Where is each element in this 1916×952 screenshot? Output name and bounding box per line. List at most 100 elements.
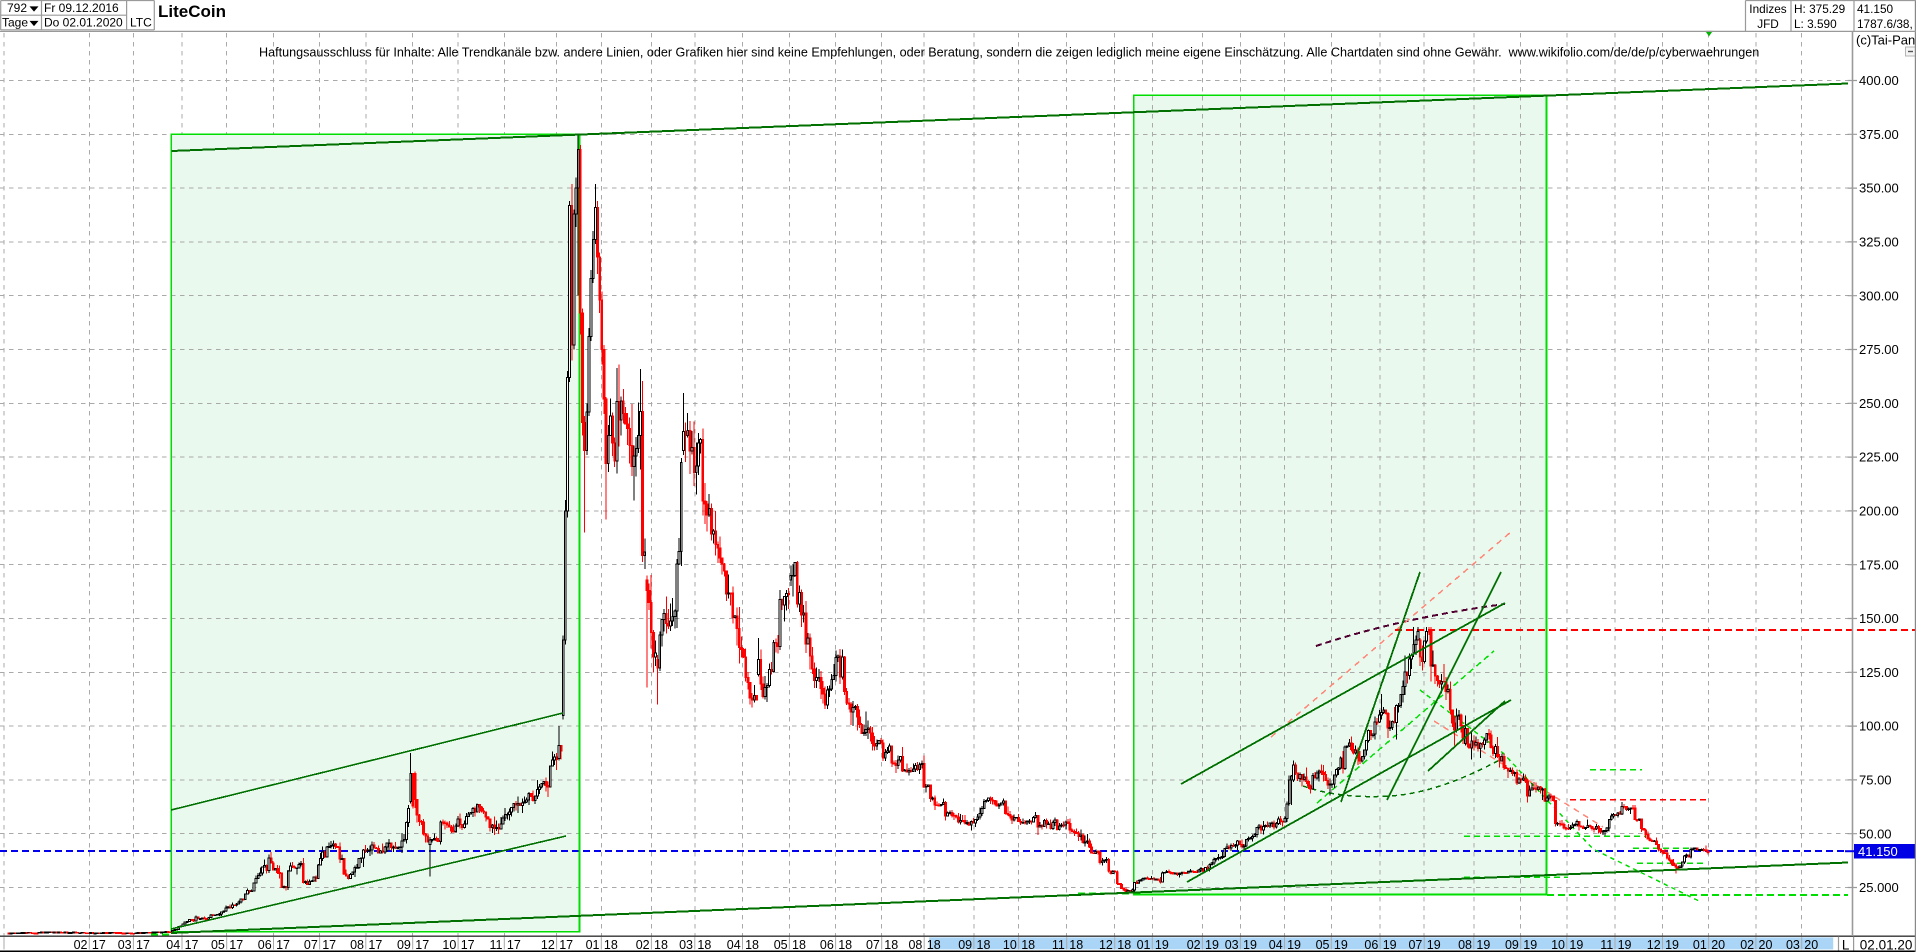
svg-text:19: 19: [1427, 938, 1441, 952]
svg-text:17: 17: [559, 938, 573, 952]
svg-text:02: 02: [1740, 938, 1754, 952]
svg-text:19: 19: [1334, 938, 1348, 952]
svg-text:LiteCoin: LiteCoin: [158, 2, 226, 21]
svg-text:Fr 09.12.2016: Fr 09.12.2016: [44, 1, 119, 15]
svg-text:250.00: 250.00: [1859, 396, 1899, 411]
svg-text:375.00: 375.00: [1859, 127, 1899, 142]
svg-text:18: 18: [792, 938, 806, 952]
svg-text:41.150: 41.150: [1858, 844, 1898, 859]
svg-text:50.00: 50.00: [1859, 826, 1892, 841]
svg-text:10: 10: [1551, 938, 1565, 952]
svg-text:04: 04: [727, 938, 741, 952]
svg-text:17: 17: [185, 938, 199, 952]
svg-text:175.00: 175.00: [1859, 557, 1899, 572]
svg-text:02.01.20: 02.01.20: [1860, 938, 1913, 952]
svg-text:06: 06: [258, 938, 272, 952]
svg-text:05: 05: [774, 938, 788, 952]
svg-text:17: 17: [368, 938, 382, 952]
svg-text:06: 06: [820, 938, 834, 952]
svg-text:350.00: 350.00: [1859, 181, 1899, 196]
svg-text:19: 19: [1243, 938, 1257, 952]
svg-text:10: 10: [442, 938, 456, 952]
svg-text:03: 03: [118, 938, 132, 952]
svg-text:03: 03: [679, 938, 693, 952]
svg-text:01: 01: [1137, 938, 1151, 952]
svg-text:L: 3.590: L: 3.590: [1794, 17, 1837, 31]
svg-text:07: 07: [1408, 938, 1422, 952]
svg-text:200.00: 200.00: [1859, 504, 1899, 519]
svg-text:125.00: 125.00: [1859, 665, 1899, 680]
svg-text:792: 792: [7, 1, 27, 15]
svg-text:17: 17: [92, 938, 106, 952]
svg-text:08: 08: [1458, 938, 1472, 952]
svg-text:20: 20: [1804, 938, 1818, 952]
svg-text:19: 19: [1476, 938, 1490, 952]
svg-text:09: 09: [397, 938, 411, 952]
svg-text:04: 04: [166, 938, 180, 952]
svg-text:Do 02.01.2020: Do 02.01.2020: [44, 16, 123, 30]
svg-text:225.00: 225.00: [1859, 450, 1899, 465]
svg-text:(c)Tai-Pan: (c)Tai-Pan: [1856, 33, 1915, 48]
svg-text:41.150: 41.150: [1857, 2, 1894, 16]
svg-text:01: 01: [1693, 938, 1707, 952]
svg-text:1787.6/38,: 1787.6/38,: [1857, 17, 1913, 31]
svg-text:03: 03: [1786, 938, 1800, 952]
svg-text:20: 20: [1711, 938, 1725, 952]
svg-text:19: 19: [1618, 938, 1632, 952]
svg-text:19: 19: [1523, 938, 1537, 952]
svg-text:18: 18: [745, 938, 759, 952]
svg-text:18: 18: [838, 938, 852, 952]
svg-text:JFD: JFD: [1757, 17, 1779, 31]
svg-text:300.00: 300.00: [1859, 288, 1899, 303]
svg-text:17: 17: [136, 938, 150, 952]
svg-text:19: 19: [1287, 938, 1301, 952]
svg-text:04: 04: [1269, 938, 1283, 952]
svg-text:05: 05: [1316, 938, 1330, 952]
svg-text:17: 17: [322, 938, 336, 952]
svg-text:Haftungsausschluss für Inhalte: Haftungsausschluss für Inhalte: Alle Tre…: [259, 46, 1759, 60]
svg-text:25.000: 25.000: [1859, 880, 1899, 895]
svg-text:18: 18: [1021, 938, 1035, 952]
svg-text:18: 18: [604, 938, 618, 952]
svg-text:275.00: 275.00: [1859, 342, 1899, 357]
svg-text:LTC: LTC: [130, 16, 152, 30]
svg-text:75.00: 75.00: [1859, 773, 1892, 788]
svg-text:18: 18: [884, 938, 898, 952]
svg-text:09: 09: [958, 938, 972, 952]
svg-text:325.00: 325.00: [1859, 235, 1899, 250]
svg-text:11: 11: [1600, 938, 1613, 952]
svg-text:H: 375.29: H: 375.29: [1794, 2, 1845, 16]
svg-text:08: 08: [350, 938, 364, 952]
svg-text:02: 02: [1187, 938, 1201, 952]
svg-text:10: 10: [1003, 938, 1017, 952]
svg-text:12: 12: [541, 938, 555, 952]
svg-text:07: 07: [866, 938, 880, 952]
svg-text:17: 17: [276, 938, 290, 952]
svg-text:19: 19: [1155, 938, 1169, 952]
svg-text:11: 11: [490, 938, 503, 952]
svg-text:18: 18: [977, 938, 991, 952]
svg-text:Tage: Tage: [2, 16, 28, 30]
svg-text:19: 19: [1205, 938, 1219, 952]
svg-text:19: 19: [1569, 938, 1583, 952]
svg-text:05: 05: [211, 938, 225, 952]
svg-text:08: 08: [908, 938, 922, 952]
svg-text:150.00: 150.00: [1859, 611, 1899, 626]
svg-text:12: 12: [1099, 938, 1113, 952]
svg-text:19: 19: [1383, 938, 1397, 952]
svg-text:18: 18: [1117, 938, 1131, 952]
svg-text:12: 12: [1647, 938, 1661, 952]
svg-text:07: 07: [304, 938, 318, 952]
svg-text:400.00: 400.00: [1859, 73, 1899, 88]
svg-text:17: 17: [507, 938, 521, 952]
svg-text:20: 20: [1759, 938, 1773, 952]
svg-text:18: 18: [697, 938, 711, 952]
svg-text:18: 18: [1069, 938, 1083, 952]
svg-text:100.00: 100.00: [1859, 719, 1899, 734]
svg-text:02: 02: [74, 938, 88, 952]
svg-text:17: 17: [229, 938, 243, 952]
svg-text:L: L: [1842, 938, 1850, 952]
svg-text:19: 19: [1665, 938, 1679, 952]
svg-text:18: 18: [927, 938, 941, 952]
svg-text:02: 02: [636, 938, 650, 952]
